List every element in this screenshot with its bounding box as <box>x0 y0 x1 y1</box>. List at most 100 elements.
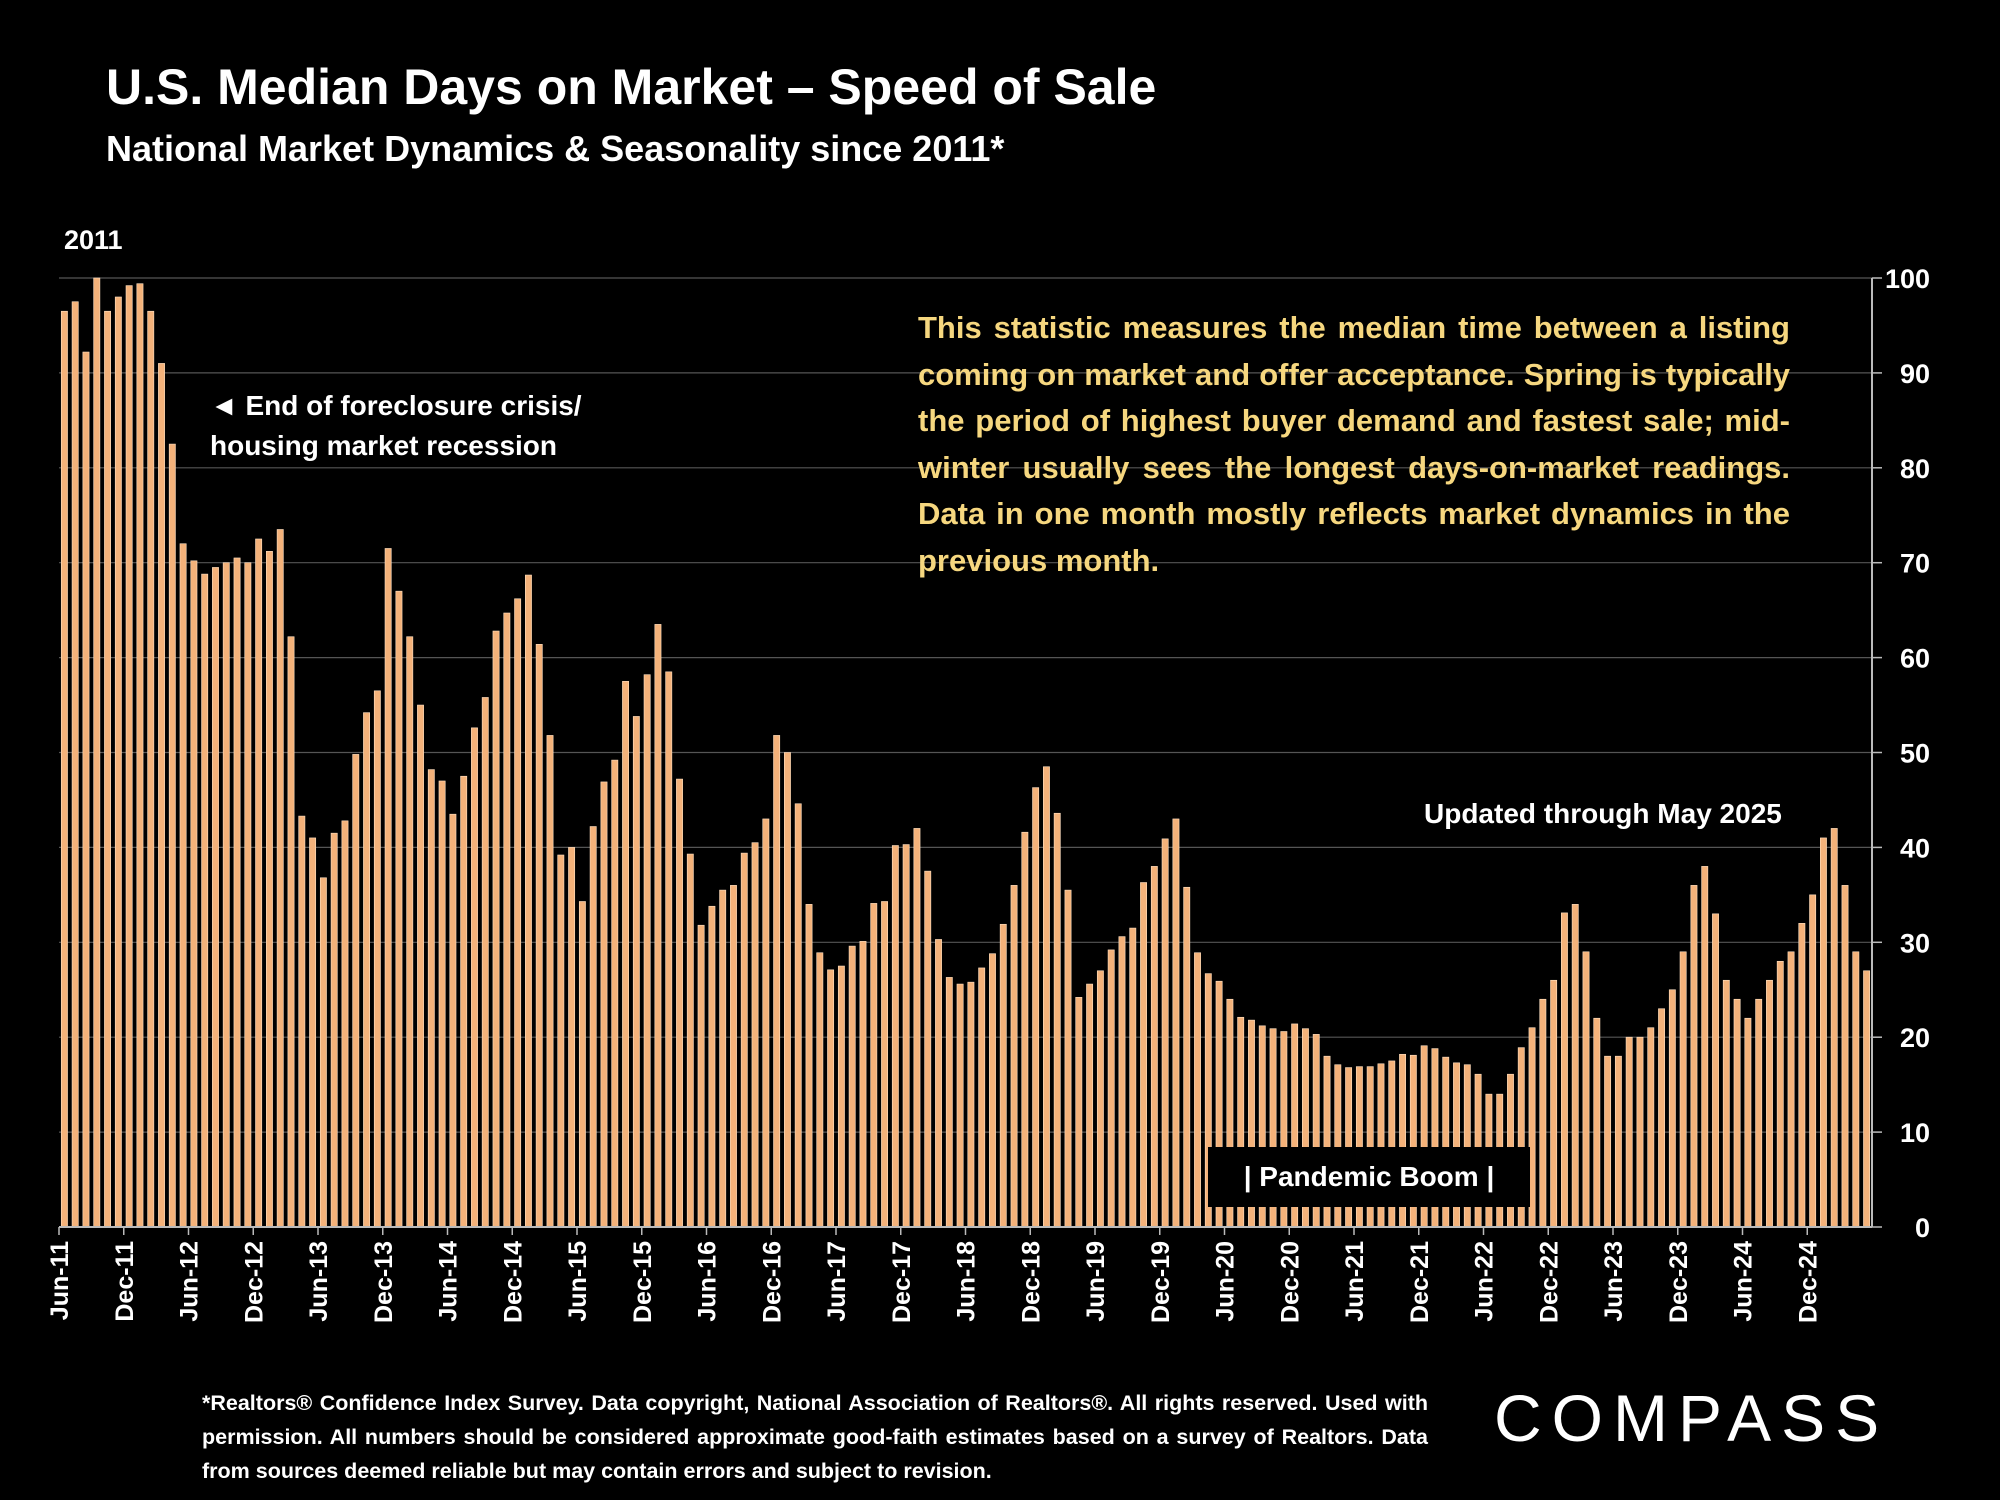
y-tick-label: 10 <box>1900 1118 1930 1148</box>
bar <box>492 630 500 1228</box>
x-tick-label: Dec-11 <box>111 1241 139 1322</box>
bar <box>611 759 619 1228</box>
bar <box>1593 1017 1601 1228</box>
bar <box>417 704 424 1228</box>
y-tick-label: 60 <box>1900 644 1930 674</box>
x-tick-label: Jun-21 <box>1341 1241 1369 1322</box>
compass-logo: COMPASS <box>1494 1381 1890 1455</box>
bar <box>460 775 468 1228</box>
bar <box>891 845 899 1228</box>
bar <box>578 901 586 1228</box>
bar <box>1172 818 1180 1228</box>
bar <box>341 820 349 1228</box>
bar <box>837 965 845 1228</box>
bar <box>848 945 856 1228</box>
bar <box>1744 1017 1752 1228</box>
bar <box>740 852 748 1228</box>
bar <box>352 754 360 1228</box>
bar <box>805 904 813 1228</box>
bar <box>1820 837 1827 1228</box>
bar <box>212 567 219 1228</box>
y-tick-label: 90 <box>1900 359 1930 389</box>
bar <box>1571 904 1579 1228</box>
x-tick-label: Dec-18 <box>1017 1241 1045 1323</box>
start-year-label: 2011 <box>64 225 123 255</box>
bar <box>514 598 522 1228</box>
pandemic-annotation: | Pandemic Boom | <box>1208 1147 1530 1207</box>
bar <box>1625 1036 1633 1228</box>
x-tick-label: Dec-15 <box>629 1241 657 1323</box>
bar <box>1118 936 1126 1228</box>
bars <box>60 277 1871 1228</box>
bar <box>201 573 209 1228</box>
bar <box>1053 812 1061 1228</box>
bar <box>1161 838 1169 1228</box>
bar <box>1679 951 1687 1228</box>
bar <box>330 832 338 1228</box>
bar <box>1582 951 1590 1228</box>
x-tick-label: Dec-22 <box>1535 1241 1563 1323</box>
bar <box>568 847 576 1228</box>
bar <box>697 924 705 1228</box>
x-tick-label: Jun-18 <box>953 1241 981 1322</box>
bar <box>1043 766 1050 1228</box>
bar <box>1776 960 1784 1228</box>
bar <box>1809 894 1817 1228</box>
bar <box>481 697 489 1228</box>
bar <box>622 681 629 1228</box>
bar <box>1636 1036 1644 1228</box>
bar <box>319 877 327 1228</box>
bar <box>1733 998 1741 1228</box>
bar <box>945 977 953 1228</box>
x-tick-label: Dec-13 <box>370 1241 398 1323</box>
x-tick-label: Jun-15 <box>564 1241 592 1322</box>
bar <box>1863 970 1871 1228</box>
x-tick-label: Dec-19 <box>1147 1241 1175 1323</box>
bar <box>686 853 694 1228</box>
explanatory-note: This statistic measures the median time … <box>918 310 1790 578</box>
crisis-annotation-line2: housing market recession <box>210 430 558 461</box>
x-tick-label: Jun-14 <box>435 1241 463 1322</box>
bar <box>1086 983 1094 1228</box>
bar <box>1722 979 1730 1228</box>
bar <box>751 842 759 1228</box>
bar <box>255 538 263 1228</box>
bar <box>913 828 921 1228</box>
bar <box>190 560 198 1228</box>
bar <box>1539 998 1547 1228</box>
bar <box>1841 885 1849 1228</box>
gridlines <box>59 277 1872 1133</box>
bar <box>1766 979 1773 1228</box>
bar <box>632 716 640 1228</box>
bar <box>93 277 101 1228</box>
x-tick-label: Jun-16 <box>694 1241 722 1322</box>
bar <box>125 285 133 1228</box>
bar <box>395 590 403 1228</box>
bar <box>978 967 986 1228</box>
x-tick-label: Dec-14 <box>499 1241 527 1323</box>
bar <box>1140 882 1147 1228</box>
bar <box>881 901 888 1228</box>
x-tick-label: Jun-12 <box>176 1241 204 1322</box>
bar <box>1021 831 1029 1228</box>
y-tick-label: 40 <box>1900 833 1930 863</box>
bar <box>222 562 230 1228</box>
bar <box>1032 787 1040 1228</box>
bar <box>643 674 651 1228</box>
bar <box>179 543 187 1228</box>
footnote: *Realtors® Confidence Index Survey. Data… <box>202 1391 1428 1483</box>
y-tick-label: 30 <box>1900 928 1930 958</box>
bar <box>406 636 414 1228</box>
bar <box>266 551 273 1228</box>
bar <box>535 644 543 1228</box>
x-axis-ticks: Jun-11 Dec-11 Jun-12 Dec-12 Jun-13 Dec-13 Jun-… <box>46 1227 1822 1323</box>
crisis-annotation-line1: ◄ End of foreclosure crisis/ <box>210 390 582 421</box>
bar <box>967 981 975 1228</box>
bar <box>1614 1055 1622 1228</box>
bar <box>427 769 435 1228</box>
bar <box>82 351 90 1228</box>
bar <box>924 870 932 1228</box>
y-tick-label: 20 <box>1900 1023 1930 1053</box>
bar <box>773 735 781 1228</box>
x-tick-label: Jun-24 <box>1730 1241 1758 1322</box>
